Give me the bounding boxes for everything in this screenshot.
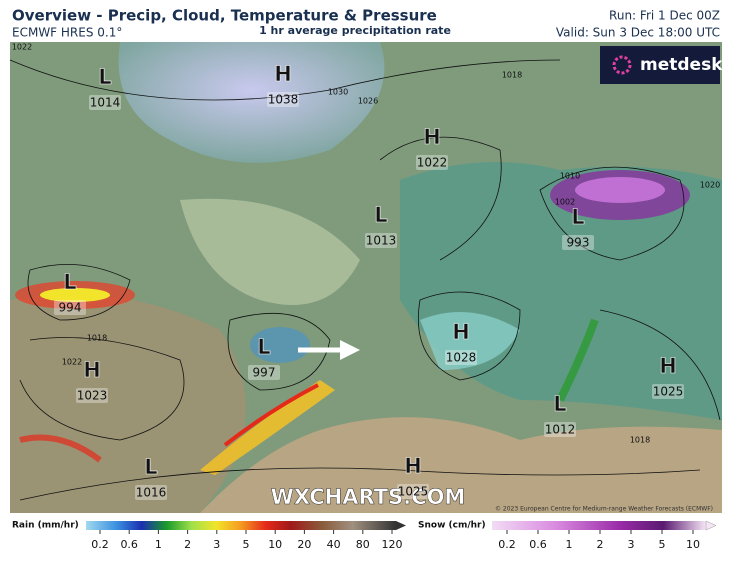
legend-tick-label: 40 xyxy=(327,538,341,551)
pressure-value: 1022 xyxy=(417,156,448,170)
pressure-value: 1025 xyxy=(653,385,684,399)
pressure-value: 1012 xyxy=(545,423,576,437)
pressure-value: 1038 xyxy=(268,93,299,107)
valid: Valid: Sun 3 Dec 18:00 UTC xyxy=(556,26,720,40)
pressure-value: 993 xyxy=(567,236,590,250)
pressure-value: 1025 xyxy=(398,485,429,499)
rain-colorbar xyxy=(86,521,396,530)
legend-tick-label: 5 xyxy=(659,538,666,551)
legend-tick-label: 10 xyxy=(268,538,282,551)
isobar-label: 1020 xyxy=(700,181,720,190)
brand-box xyxy=(600,46,720,84)
legend-tick-label: 0.2 xyxy=(498,538,516,551)
pressure-center-letter: L xyxy=(257,335,270,359)
legend-tick-label: 20 xyxy=(297,538,311,551)
isobar-label: 1018 xyxy=(630,436,650,445)
pressure-center-letter: L xyxy=(374,203,387,227)
subtitle: 1 hr average precipitation rate xyxy=(259,24,451,37)
legend-tick-label: 10 xyxy=(686,538,700,551)
pressure-value: 1013 xyxy=(366,234,397,248)
title: Overview - Precip, Cloud, Temperature & … xyxy=(12,7,437,25)
model: ECMWF HRES 0.1° xyxy=(12,26,122,40)
legend-tick-label: 3 xyxy=(628,538,635,551)
snow-colorbar xyxy=(492,521,706,530)
pressure-center-letter: H xyxy=(659,354,677,378)
pressure-value-bg xyxy=(89,95,121,110)
legend-tick-label: 0.6 xyxy=(120,538,138,551)
run: Run: Fri 1 Dec 00Z xyxy=(609,9,720,23)
pressure-value-bg xyxy=(562,235,594,250)
pressure-center-letter: L xyxy=(63,270,76,294)
pressure-value: 997 xyxy=(253,366,276,380)
snow-legend-label: Snow (cm/hr) xyxy=(418,521,486,531)
isobar-label: 1030 xyxy=(328,88,348,97)
legend-tick-label: 0.2 xyxy=(91,538,109,551)
map xyxy=(9,42,722,513)
pressure-center-letter: H xyxy=(452,320,470,344)
pressure-center-letter: H xyxy=(404,454,422,478)
pressure-value-bg xyxy=(652,384,684,399)
isobar-label: 1022 xyxy=(62,358,82,367)
pressure-value-bg xyxy=(54,300,86,315)
brand: metdesk xyxy=(640,55,723,75)
pressure-value-bg xyxy=(416,155,448,170)
legend-tick-label: 1 xyxy=(155,538,162,551)
pressure-value-bg xyxy=(135,485,167,500)
legend-tick-label: 3 xyxy=(213,538,220,551)
isobar-label: 1002 xyxy=(555,198,575,207)
pressure-value-bg xyxy=(267,92,299,107)
snow-colorbar-end xyxy=(705,520,717,531)
pressure-value: 1014 xyxy=(90,96,121,110)
legend-tick-label: 120 xyxy=(382,538,403,551)
pressure-center-letter: H xyxy=(83,358,101,382)
pressure-value: 1016 xyxy=(136,486,167,500)
pressure-center-letter: L xyxy=(553,392,566,416)
isobar-label: 1018 xyxy=(502,71,522,80)
pressure-value-bg xyxy=(445,350,477,365)
pressure-value-bg xyxy=(365,233,397,248)
legend-tick-label: 2 xyxy=(597,538,604,551)
pressure-value-bg xyxy=(544,422,576,437)
pressure-value-bg xyxy=(248,365,280,380)
isobar-label: 1010 xyxy=(560,172,580,181)
isobar-label: 1026 xyxy=(358,97,378,106)
legend-tick-label: 5 xyxy=(243,538,250,551)
pressure-value: 1023 xyxy=(77,389,108,403)
legend-tick-label: 80 xyxy=(356,538,370,551)
brand-icon xyxy=(612,55,632,75)
pressure-center-letter: L xyxy=(571,205,584,229)
copyright: © 2023 European Centre for Medium-range … xyxy=(495,506,713,513)
pressure-value: 994 xyxy=(59,301,82,315)
legend-tick-label: 0.6 xyxy=(529,538,547,551)
pressure-center-letter: H xyxy=(274,62,292,86)
legend-tick-label: 1 xyxy=(566,538,573,551)
watermark: WXCHARTS.COM xyxy=(271,485,466,509)
rain-legend-label: Rain (mm/hr) xyxy=(12,521,79,531)
isobar-label: 1018 xyxy=(87,334,107,343)
pressure-value-bg xyxy=(397,484,429,499)
pressure-center-letter: L xyxy=(98,65,111,89)
rain-colorbar-end xyxy=(396,521,406,530)
pressure-center-letter: H xyxy=(423,125,441,149)
legend-tick-label: 2 xyxy=(184,538,191,551)
pressure-value-bg xyxy=(76,388,108,403)
isobar-label: 1022 xyxy=(12,43,32,52)
pressure-value: 1028 xyxy=(446,351,477,365)
pressure-center-letter: L xyxy=(144,455,157,479)
